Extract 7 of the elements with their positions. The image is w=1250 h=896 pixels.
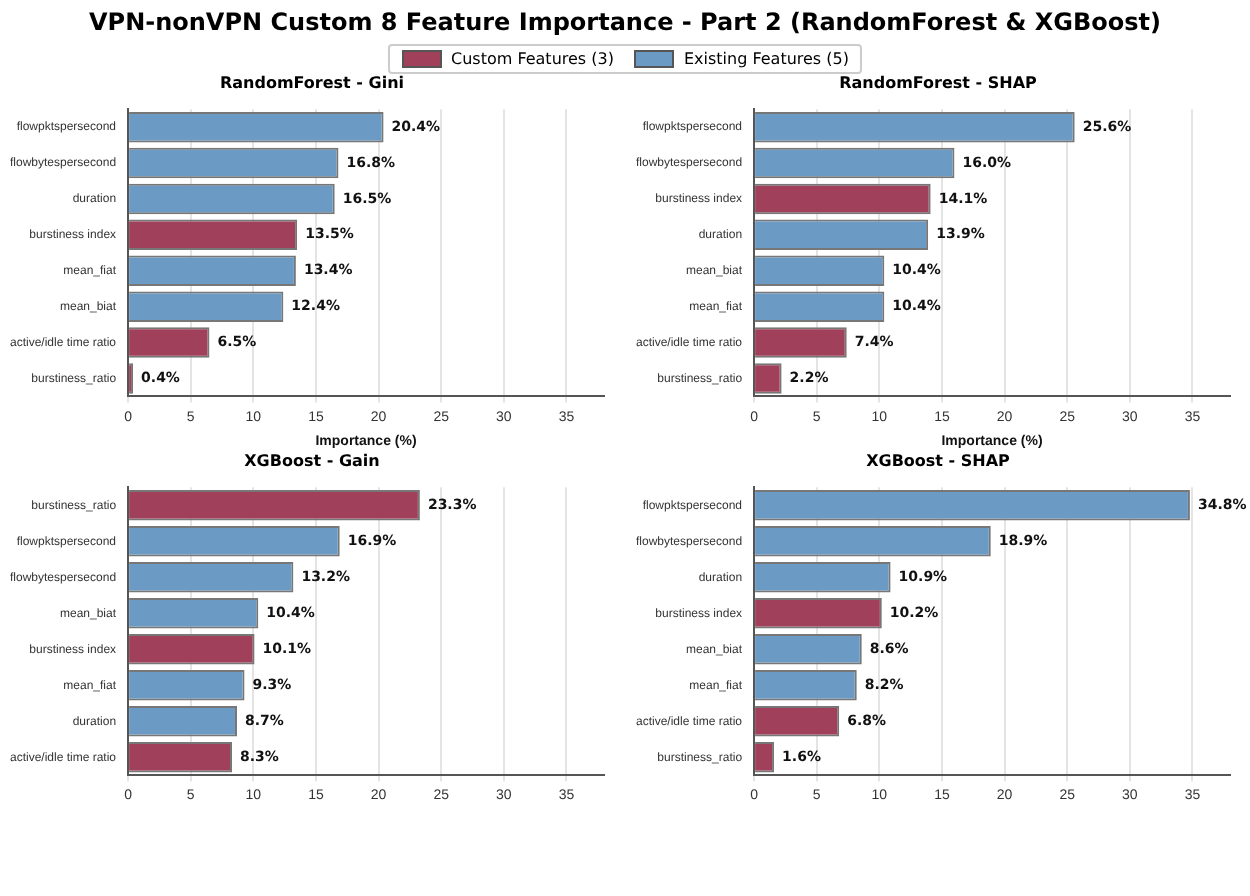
legend-label: Existing Features (5)	[681, 50, 849, 69]
chart-subtitle: RandomForest - Gini	[217, 74, 407, 97]
chart-title: VPN-nonVPN Custom 8 Feature Importance - Part 2 (RandomForest & XGBoost)	[86, 8, 1163, 40]
legend-label: Custom Features (3)	[449, 50, 614, 69]
chart-title: XGBoost - SHAP	[864, 452, 1012, 475]
chart-title: XGBoost - Gain	[242, 452, 382, 475]
chart-title: RandomForest - SHAP	[837, 74, 1039, 97]
